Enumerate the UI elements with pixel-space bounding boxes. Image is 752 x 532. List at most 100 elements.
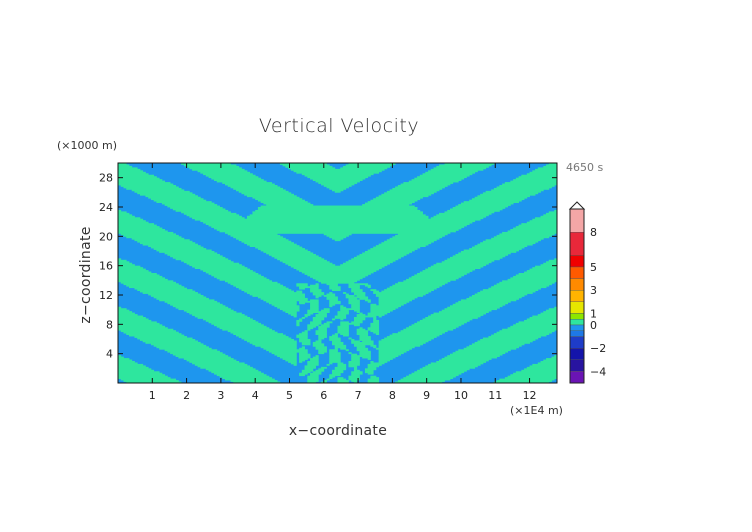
field-positive-band	[145, 195, 198, 198]
field-positive-band	[118, 163, 127, 165]
field-positive-band	[118, 170, 144, 173]
y-tick-label: 12	[99, 289, 113, 302]
field-positive-band	[373, 319, 380, 322]
field-positive-band	[351, 290, 363, 293]
field-positive-band	[378, 359, 391, 362]
field-positive-band	[389, 189, 440, 192]
field-positive-band	[288, 167, 336, 170]
field-positive-band	[444, 356, 498, 359]
field-positive-band	[499, 330, 555, 333]
field-positive-band	[378, 297, 415, 300]
field-positive-band	[425, 268, 476, 271]
field-positive-band	[329, 375, 336, 378]
field-positive-band	[452, 303, 506, 306]
field-positive-band	[183, 212, 237, 215]
field-positive-band	[192, 362, 245, 365]
field-positive-band	[334, 344, 347, 347]
field-positive-band	[375, 245, 426, 247]
field-positive-band	[367, 365, 380, 368]
field-positive-band	[348, 352, 352, 355]
field-positive-band	[299, 286, 319, 289]
field-positive-band	[126, 381, 182, 383]
field-positive-band	[293, 315, 297, 318]
colorbar-swatch	[569, 301, 585, 314]
field-positive-band	[351, 355, 371, 357]
field-positive-band	[255, 209, 421, 212]
field-positive-band	[282, 358, 297, 360]
field-positive-band	[156, 297, 209, 300]
field-positive-band	[323, 185, 352, 187]
field-positive-band	[334, 333, 338, 335]
field-positive-band	[400, 183, 451, 186]
field-positive-band	[348, 297, 358, 300]
field-positive-band	[200, 366, 253, 369]
field-positive-band	[532, 363, 557, 366]
field-positive-band	[310, 359, 319, 362]
field-positive-band	[321, 281, 355, 284]
field-positive-band	[233, 236, 284, 239]
field-positive-band	[359, 352, 371, 355]
field-positive-band	[118, 214, 133, 217]
field-positive-band	[260, 346, 297, 349]
field-positive-band	[263, 202, 311, 205]
field-positive-band	[244, 193, 294, 196]
field-positive-band	[301, 331, 308, 334]
field-positive-band	[334, 346, 347, 349]
field-positive-band	[397, 281, 448, 284]
field-positive-band	[458, 300, 511, 303]
field-positive-band	[315, 355, 319, 357]
field-positive-band	[142, 340, 198, 343]
field-positive-band	[304, 315, 308, 318]
field-positive-band	[164, 300, 218, 303]
field-positive-band	[260, 201, 308, 203]
field-positive-band	[225, 378, 275, 381]
field-positive-band	[493, 333, 550, 335]
field-positive-band	[118, 366, 149, 369]
field-positive-band	[378, 361, 388, 363]
field-positive-band	[430, 265, 484, 268]
field-positive-band	[419, 271, 470, 274]
field-positive-band	[299, 287, 305, 290]
field-positive-band	[307, 327, 314, 330]
field-positive-band	[348, 286, 360, 289]
field-positive-band	[329, 374, 341, 377]
field-positive-band	[334, 315, 347, 318]
field-positive-band	[296, 334, 308, 337]
field-positive-band	[153, 296, 207, 299]
field-positive-band	[252, 343, 297, 346]
field-positive-band	[290, 265, 385, 268]
field-positive-band	[359, 312, 363, 315]
field-positive-band	[436, 361, 487, 363]
field-positive-band	[353, 309, 360, 312]
field-positive-band	[444, 211, 495, 214]
field-positive-band	[342, 165, 391, 168]
field-positive-band	[241, 192, 292, 195]
field-positive-band	[378, 296, 418, 299]
field-positive-band	[348, 378, 360, 381]
field-positive-band	[329, 359, 341, 362]
field-positive-band	[175, 355, 229, 357]
field-positive-band	[521, 174, 557, 177]
field-positive-band	[367, 363, 382, 366]
field-positive-band	[246, 195, 297, 198]
field-positive-band	[351, 372, 363, 375]
field-positive-band	[400, 378, 451, 381]
field-positive-band	[488, 287, 541, 290]
field-positive-band	[216, 180, 267, 183]
field-positive-band	[299, 355, 311, 357]
field-positive-band	[513, 275, 557, 278]
field-positive-band	[337, 325, 349, 328]
field-positive-band	[205, 223, 470, 225]
field-positive-band	[362, 204, 410, 206]
field-positive-band	[238, 336, 289, 338]
field-positive-band	[493, 381, 550, 383]
field-positive-band	[499, 378, 555, 381]
field-positive-band	[425, 365, 478, 368]
field-positive-band	[364, 368, 377, 371]
field-positive-band	[118, 271, 152, 274]
field-positive-band	[332, 237, 344, 240]
field-positive-band	[268, 350, 308, 353]
field-positive-band	[364, 371, 374, 374]
field-positive-band	[118, 361, 135, 363]
field-positive-band	[266, 204, 314, 206]
